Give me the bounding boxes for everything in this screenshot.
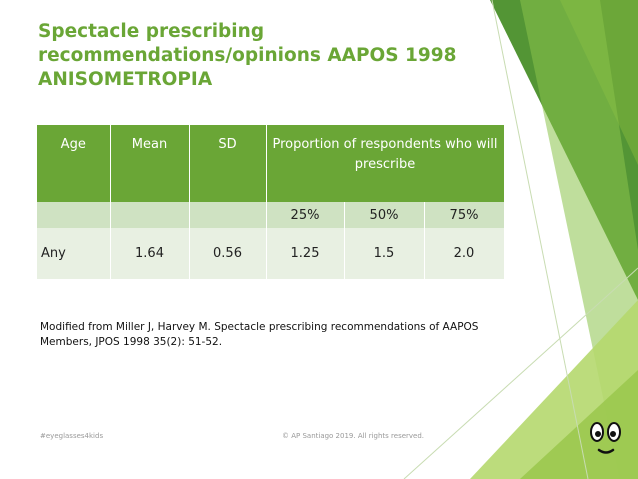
table-cell (37, 202, 111, 228)
table-cell (189, 202, 267, 228)
footer-hashtag: #eyeglasses4kids (40, 432, 104, 440)
table-cell: 1.25 (266, 228, 345, 279)
footer-copyright: © AP Santiago 2019. All rights reserved. (282, 432, 425, 440)
header-proportion: Proportion of respondents who will presc… (266, 125, 505, 202)
prescription-table: Age Mean SD Proportion of respondents wh… (37, 125, 505, 279)
table-cell: 0.56 (189, 228, 267, 279)
slide-title: Spectacle prescribing recommendations/op… (38, 21, 457, 90)
table-cell: 25% (266, 202, 345, 228)
table-cell: 1.64 (110, 228, 190, 279)
table-row: Any 1.64 0.56 1.25 1.5 2.0 (37, 228, 505, 279)
table-cell: 50% (344, 202, 425, 228)
table-cell: 1.5 (344, 228, 425, 279)
smiley-face-icon (590, 422, 621, 454)
header-age: Age (37, 125, 111, 202)
table-header-row: Age Mean SD Proportion of respondents wh… (37, 125, 505, 202)
table-row: 25% 50% 75% (37, 202, 505, 228)
table-cell: 75% (424, 202, 505, 228)
table-cell: 2.0 (424, 228, 505, 279)
table-cell (110, 202, 190, 228)
table-cell: Any (37, 228, 111, 279)
header-sd: SD (189, 125, 267, 202)
header-mean: Mean (110, 125, 190, 202)
citation-note: Modified from Miller J, Harvey M. Specta… (40, 321, 479, 348)
